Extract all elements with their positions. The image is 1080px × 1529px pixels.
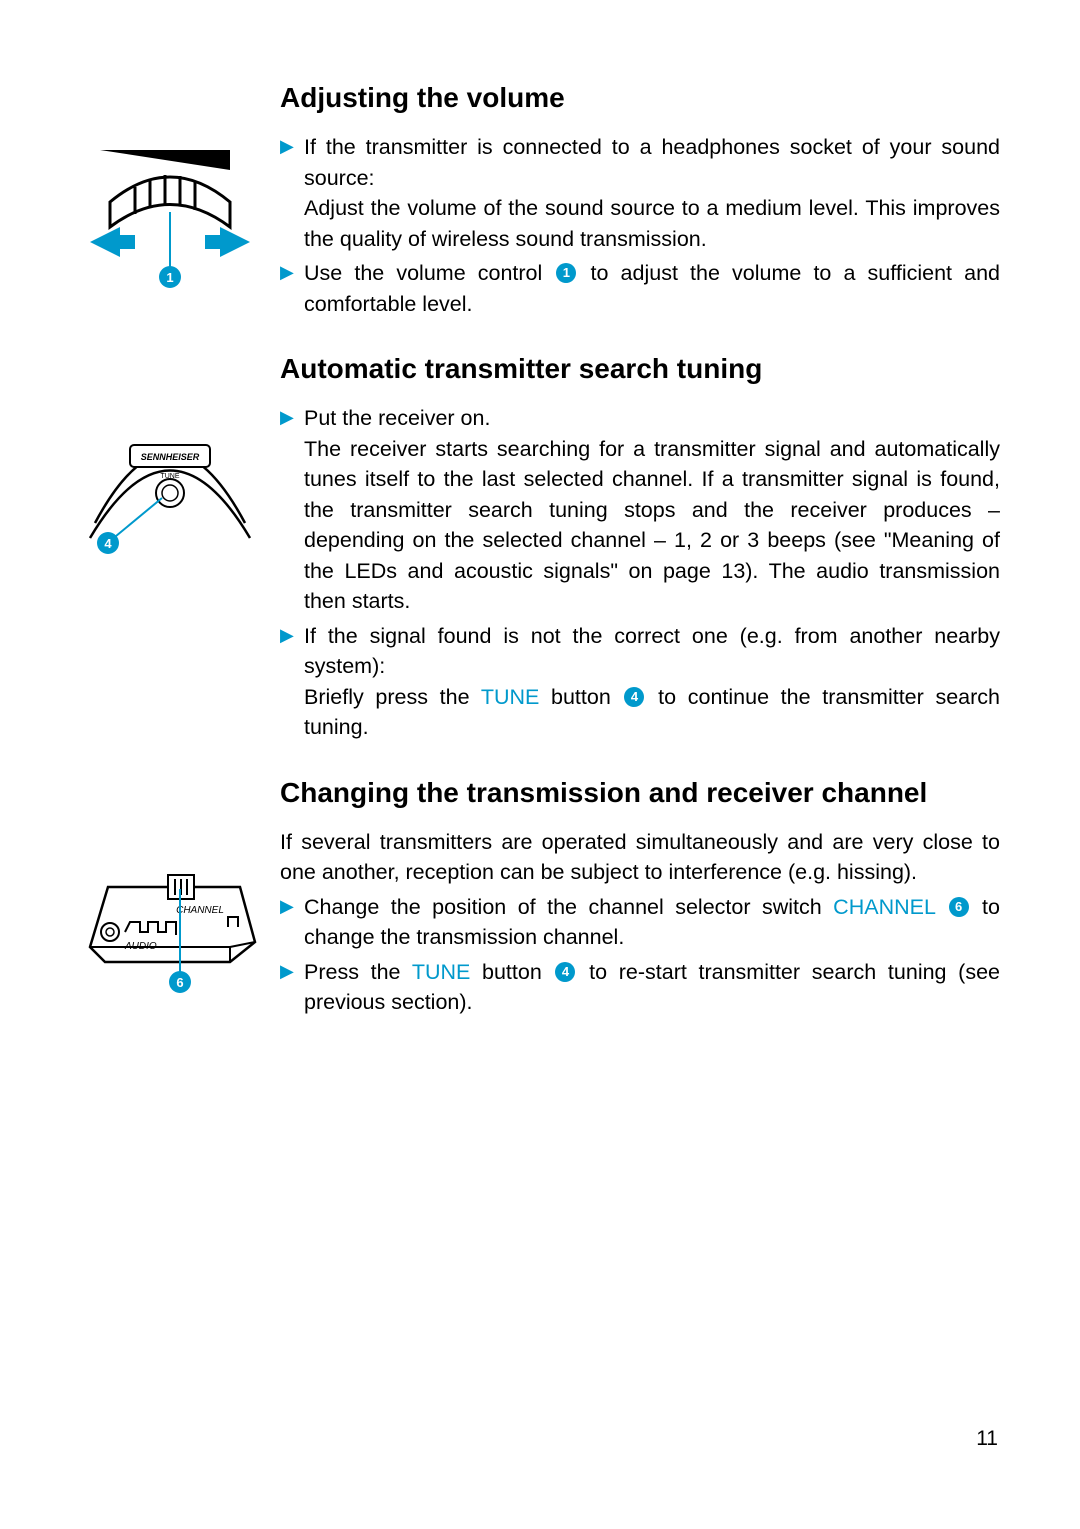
bullet-text: If the signal found is not the correct o… [304,621,1000,743]
bullet-marker-icon: ▶ [280,892,304,953]
heading-auto-tuning: Automatic transmitter search tuning [280,353,1000,385]
bullet-marker-icon: ▶ [280,403,304,617]
keyword-tune: TUNE [481,685,540,709]
section-channel: CHANNEL AUDIO 6 Changing the transmissio… [80,777,1000,1022]
bullet-item: ▶ Use the volume control 1 to adjust the… [280,258,1000,319]
heading-channel: Changing the transmission and receiver c… [280,777,1000,809]
svg-text:TUNE: TUNE [160,473,179,480]
illustration-receiver: SENNHEISER TUNE 4 [80,353,280,747]
svg-text:CHANNEL: CHANNEL [176,905,224,916]
volume-dial-diagram: 1 [80,132,260,312]
bullet-text: Change the position of the channel selec… [304,892,1000,953]
bullet-item: ▶ Press the TUNE button 4 to re-start tr… [280,957,1000,1018]
bullet-text: If the transmitter is connected to a hea… [304,132,1000,254]
ref-badge-4: 4 [555,962,575,982]
bullet-text: Press the TUNE button 4 to re-start tran… [304,957,1000,1018]
bullet-text: Use the volume control 1 to adjust the v… [304,258,1000,319]
illustration-volume: 1 [80,82,280,323]
bullet-text: Put the receiver on. The receiver starts… [304,403,1000,617]
intro-paragraph: If several transmitters are operated sim… [280,827,1000,888]
transmitter-diagram: CHANNEL AUDIO 6 [80,827,260,1007]
section-volume: 1 Adjusting the volume ▶ If the transmit… [80,82,1000,323]
bullet-item: ▶ If the transmitter is connected to a h… [280,132,1000,254]
receiver-diagram: SENNHEISER TUNE 4 [80,403,260,583]
bullet-item: ▶ If the signal found is not the correct… [280,621,1000,743]
badge-1-label: 1 [166,270,173,285]
keyword-channel: CHANNEL [833,895,935,919]
badge-4-label: 4 [104,536,112,551]
manual-page: 1 Adjusting the volume ▶ If the transmit… [0,0,1080,1529]
illustration-transmitter: CHANNEL AUDIO 6 [80,777,280,1022]
bullet-marker-icon: ▶ [280,957,304,1018]
bullet-marker-icon: ▶ [280,258,304,319]
keyword-tune: TUNE [412,960,471,984]
heading-volume: Adjusting the volume [280,82,1000,114]
section-auto-tuning: SENNHEISER TUNE 4 Automatic transmitter … [80,353,1000,747]
badge-6-label: 6 [176,975,183,990]
bullet-item: ▶ Put the receiver on. The receiver star… [280,403,1000,617]
svg-text:AUDIO: AUDIO [124,941,157,952]
page-number: 11 [976,1427,998,1451]
ref-badge-1: 1 [556,263,576,283]
bullet-marker-icon: ▶ [280,621,304,743]
bullet-item: ▶ Change the position of the channel sel… [280,892,1000,953]
svg-text:SENNHEISER: SENNHEISER [141,452,200,462]
ref-badge-4: 4 [624,687,644,707]
ref-badge-6: 6 [949,897,969,917]
bullet-marker-icon: ▶ [280,132,304,254]
